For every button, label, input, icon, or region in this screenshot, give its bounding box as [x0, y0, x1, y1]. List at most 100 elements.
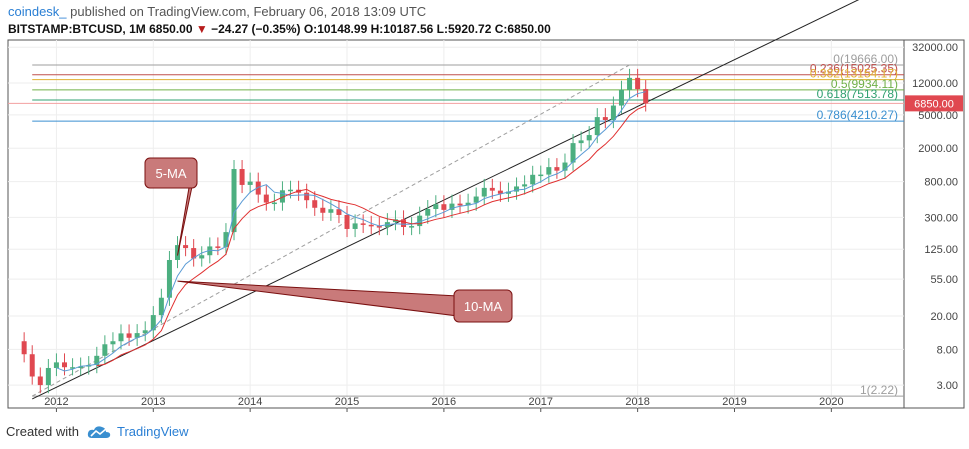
candle-body — [53, 362, 59, 368]
high-label: H: — [370, 22, 384, 36]
candle-body — [45, 367, 51, 386]
candle-body — [199, 255, 205, 259]
candle-body — [425, 209, 431, 216]
candle-body — [481, 187, 487, 197]
candle-body — [328, 209, 334, 213]
price-change: −24.27 (−0.35%) — [211, 22, 301, 36]
fib-label: 0(19666.00) — [833, 52, 898, 66]
x-tick-label: 2018 — [625, 396, 649, 408]
x-tick-label: 2019 — [722, 396, 746, 408]
axes: 32000.00 12000.00 5000.00 2000.00 800.00 300.… — [44, 42, 963, 412]
candle-body — [433, 204, 439, 210]
candle-body — [352, 223, 358, 229]
fib-label: 1(2.22) — [860, 383, 898, 397]
y-tick-label: 800.00 — [924, 177, 958, 189]
candle-body — [538, 174, 544, 177]
candle-body — [376, 226, 382, 228]
candle-body — [578, 140, 584, 144]
candle-body — [610, 105, 616, 120]
symbol-name: BITSTAMP:BTCUSD, 1M — [8, 22, 146, 36]
candle-body — [457, 203, 463, 206]
candle-body — [320, 207, 326, 213]
candle-body — [530, 174, 536, 185]
published-text: published on TradingView.com, February 0… — [70, 4, 427, 19]
price-chart[interactable]: 0(19666.00)0.236(15025.35)0.382(13154.17… — [0, 0, 969, 420]
candle-body — [78, 366, 84, 368]
candle-body — [602, 117, 608, 120]
fib-label: 0.786(4210.27) — [817, 108, 898, 122]
candle-body — [505, 191, 511, 194]
fib-label: 0.5(9934.11) — [831, 77, 898, 91]
y-tick-label: 12000.00 — [912, 78, 958, 90]
x-tick-label: 2014 — [238, 396, 262, 408]
created-with-text: Created with — [6, 424, 79, 439]
ma10-line — [96, 105, 646, 367]
candle-body — [29, 354, 35, 377]
y-tick-label: 8.00 — [937, 344, 958, 356]
candle-body — [368, 224, 374, 227]
candle-body — [594, 117, 600, 136]
candle-body — [215, 246, 221, 248]
candle-body — [473, 196, 479, 203]
publish-info: coindesk_ published on TradingView.com, … — [8, 4, 426, 19]
candle-body — [409, 226, 415, 228]
candle-body — [489, 187, 495, 191]
high-value: 10187.56 — [383, 22, 434, 36]
candle-body — [360, 223, 366, 225]
candle-body — [288, 189, 294, 192]
candle-body — [239, 169, 245, 185]
open-value: 10148.99 — [317, 22, 368, 36]
author-name[interactable]: coindesk_ — [8, 4, 67, 19]
candle-body — [110, 341, 116, 345]
open-label: O: — [303, 22, 318, 36]
tradingview-link[interactable]: TradingView — [116, 424, 189, 439]
callouts: 5-MA 10-MA — [144, 157, 513, 323]
x-tick-label: 2016 — [432, 396, 456, 408]
grid — [8, 40, 904, 408]
candle-body — [465, 202, 471, 206]
candle-body — [191, 248, 197, 259]
candle-body — [554, 167, 560, 171]
ma5-line — [56, 91, 646, 372]
candle-body — [562, 162, 568, 171]
candle-body — [183, 245, 189, 249]
x-tick-label: 2017 — [529, 396, 553, 408]
trend-line — [31, 0, 860, 400]
candle-body — [312, 200, 318, 208]
y-tick-label: 300.00 — [924, 212, 958, 224]
candle-body — [586, 135, 592, 141]
ma10-callout-label: 10-MA — [464, 299, 503, 314]
ma10-callout-box — [453, 289, 513, 323]
candle-body — [514, 186, 520, 192]
y-tick-label: 5000.00 — [918, 110, 958, 122]
candle-body — [344, 214, 350, 229]
candle-body — [643, 89, 649, 104]
candle-body — [522, 184, 528, 187]
candle-body — [62, 362, 68, 368]
x-tick-label: 2012 — [44, 396, 68, 408]
tradingview-cloud-icon — [87, 425, 111, 438]
candle-body — [336, 209, 342, 215]
x-tick-label: 2020 — [819, 396, 843, 408]
candle-body — [118, 333, 124, 342]
ma10-callout-pointer — [177, 280, 459, 317]
candle-body — [618, 89, 624, 106]
candle-body — [255, 181, 261, 195]
last-price: 6850.00 — [149, 22, 193, 36]
candle-body — [627, 77, 633, 90]
y-tick-label: 2000.00 — [918, 143, 958, 155]
candle-body — [231, 169, 237, 233]
candles — [21, 68, 649, 394]
candle-body — [449, 203, 455, 210]
candle-body — [271, 202, 277, 205]
candle-body — [546, 167, 552, 175]
price-label-box — [905, 95, 963, 112]
candle-body — [175, 245, 181, 260]
candle-body — [126, 333, 132, 338]
change-arrow-icon: ▼ — [195, 22, 208, 36]
ma5-callout-box — [144, 157, 198, 189]
candle-body — [150, 315, 156, 331]
plot-frame — [7, 39, 905, 409]
low-value: 5920.72 — [448, 22, 492, 36]
candle-body — [94, 355, 100, 366]
